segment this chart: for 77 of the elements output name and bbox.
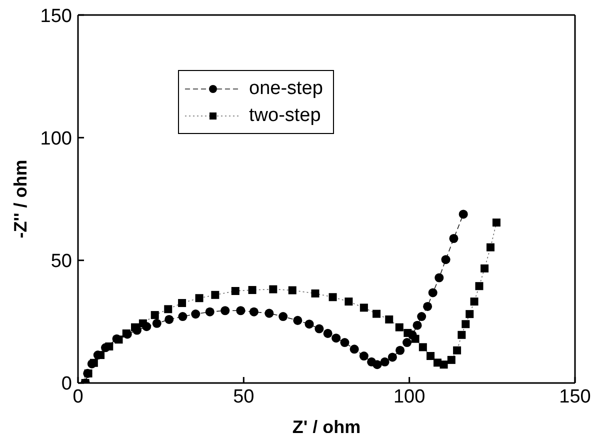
point	[434, 273, 444, 282]
point	[486, 243, 495, 252]
point	[150, 311, 159, 320]
x-tick-label: 50	[233, 386, 254, 408]
point	[449, 234, 458, 244]
point	[441, 255, 450, 264]
point	[205, 307, 214, 316]
point	[372, 360, 382, 370]
point	[231, 287, 240, 295]
point	[428, 288, 438, 298]
point	[269, 285, 278, 294]
point	[344, 298, 353, 306]
point	[340, 338, 350, 348]
legend-label: one-step	[249, 78, 323, 100]
point	[264, 308, 274, 318]
point	[90, 358, 98, 367]
point	[411, 334, 420, 343]
point	[191, 310, 200, 319]
point	[304, 320, 314, 329]
point	[418, 343, 427, 352]
point	[178, 312, 188, 322]
x-axis-title: Z' / ohm	[292, 417, 361, 437]
point	[372, 310, 381, 318]
point	[458, 330, 466, 339]
point	[412, 320, 422, 330]
point	[152, 318, 162, 328]
point	[195, 294, 204, 302]
point	[278, 312, 288, 322]
point	[380, 357, 390, 366]
y-tick-label: 50	[50, 251, 72, 272]
point	[466, 310, 474, 318]
point	[492, 218, 500, 227]
point	[426, 352, 435, 360]
point	[288, 286, 296, 294]
point	[480, 264, 489, 272]
point	[236, 306, 246, 316]
point	[475, 282, 484, 290]
point	[404, 328, 412, 337]
point	[323, 328, 332, 338]
legend-label: two-step	[249, 104, 321, 126]
point	[388, 352, 397, 362]
point	[423, 302, 432, 311]
point	[402, 338, 412, 348]
point	[130, 323, 139, 332]
point	[164, 314, 174, 324]
point	[453, 346, 462, 354]
point	[138, 319, 147, 328]
point	[105, 342, 114, 350]
point	[440, 360, 448, 369]
point	[314, 324, 324, 334]
point	[332, 334, 341, 343]
point	[417, 312, 426, 322]
x-tick-label: 150	[559, 386, 591, 408]
point	[385, 315, 394, 324]
point	[311, 289, 320, 298]
point	[462, 320, 470, 328]
point	[164, 305, 172, 314]
x-tick-label: 100	[393, 386, 426, 408]
y-tick-label: 150	[40, 6, 72, 27]
point	[293, 316, 302, 325]
point	[470, 298, 478, 306]
point	[350, 344, 359, 354]
point	[328, 293, 337, 302]
point	[396, 346, 405, 355]
point	[211, 290, 220, 299]
y-tick-label: 100	[40, 128, 72, 150]
point	[360, 304, 368, 312]
point	[359, 352, 368, 361]
point	[178, 299, 186, 308]
point	[114, 336, 123, 344]
point	[248, 286, 256, 294]
point	[395, 323, 404, 332]
point	[458, 210, 468, 219]
y-axis-title: -Z'' / ohm	[10, 160, 30, 238]
point	[220, 306, 230, 316]
point	[447, 356, 456, 364]
point	[249, 307, 258, 316]
